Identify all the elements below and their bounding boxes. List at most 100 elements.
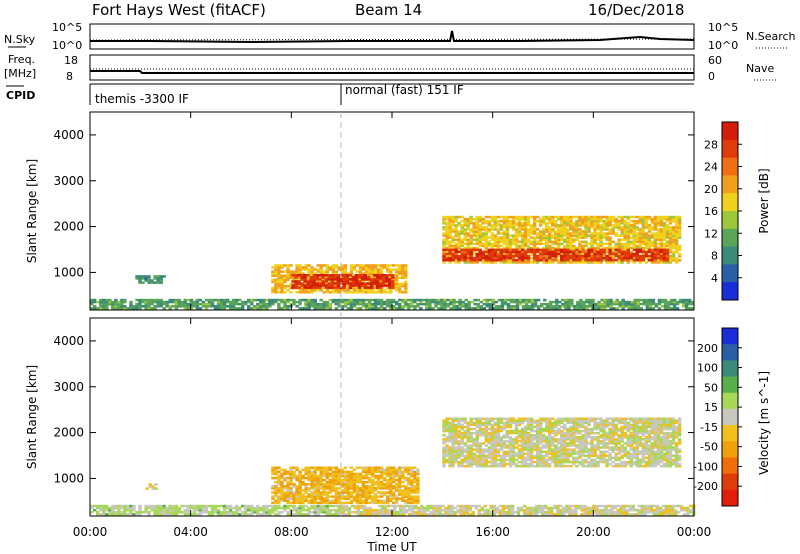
heatmap-cell [204, 511, 209, 514]
heatmap-cell [487, 256, 491, 260]
heatmap-cell [593, 219, 597, 223]
heatmap-cell [358, 288, 363, 292]
heatmap-cell [462, 513, 466, 516]
heatmap-cell [493, 215, 498, 219]
heatmap-cell [596, 238, 600, 241]
heatmap-cell [499, 215, 504, 219]
heatmap-cell [347, 506, 352, 510]
heatmap-cell [494, 307, 499, 310]
heatmap-cell [478, 226, 482, 229]
heatmap-cell [114, 305, 118, 308]
heatmap-cell [523, 248, 528, 252]
heatmap-cell [557, 255, 561, 258]
heatmap-cell [274, 485, 278, 488]
heatmap-cell [328, 466, 332, 469]
heatmap-cell [90, 511, 94, 514]
heatmap-cell [572, 232, 576, 235]
heatmap-cell [141, 298, 145, 302]
heatmap-cell [465, 508, 469, 512]
heatmap-cell [348, 286, 353, 289]
heatmap-cell [505, 219, 510, 223]
heatmap-cell [474, 506, 478, 510]
heatmap-cell [277, 264, 281, 267]
heatmap-cell [295, 268, 299, 271]
heatmap-cell [195, 305, 200, 308]
heatmap-cell [599, 254, 603, 258]
heatmap-cell [497, 307, 502, 310]
heatmap-cell [560, 242, 564, 246]
heatmap-cell [363, 274, 368, 277]
heatmap-cell [475, 228, 479, 231]
heatmap-cell [567, 302, 571, 306]
heatmap-cell [525, 513, 530, 516]
heatmap-cell [656, 232, 661, 235]
heatmap-cell [298, 478, 302, 482]
heatmap-cell [502, 230, 507, 233]
heatmap-cell [483, 511, 487, 514]
heatmap-cell [602, 236, 606, 239]
heatmap-cell [523, 259, 528, 262]
heatmap-cell [307, 495, 311, 498]
heatmap-cell [445, 429, 449, 433]
heatmap-cell [517, 244, 522, 248]
heatmap-cell [599, 258, 603, 262]
heatmap-cell [501, 508, 506, 512]
heatmap-cell [668, 244, 673, 248]
heatmap-cell [370, 478, 375, 482]
heatmap-cell [331, 466, 335, 469]
heatmap-cell [316, 504, 320, 508]
heatmap-cell [295, 278, 299, 282]
heatmap-cell [336, 284, 340, 287]
heatmap-cell [652, 513, 657, 516]
heatmap-cell [569, 219, 573, 223]
heatmap-cell [587, 224, 591, 227]
heatmap-cell [340, 478, 345, 482]
heatmap-cell [271, 497, 275, 500]
heatmap-cell [340, 307, 345, 310]
heatmap-cell [491, 300, 496, 304]
heatmap-cell [259, 302, 263, 306]
heatmap-cell [382, 485, 387, 488]
heatmap-cell [600, 307, 604, 310]
heatmap-cell [674, 242, 679, 246]
heatmap-cell [174, 305, 178, 308]
heatmap-cell [620, 222, 624, 225]
heatmap-cell [322, 470, 326, 474]
heatmap-cell [533, 302, 538, 306]
heatmap-cell [111, 508, 115, 512]
heatmap-cell [604, 504, 608, 508]
heatmap-cell [623, 232, 627, 235]
heatmap-cell [656, 256, 661, 260]
heatmap-cell [349, 491, 354, 494]
heatmap-cell [405, 511, 409, 514]
heatmap-cell [379, 280, 384, 284]
heatmap-cell [526, 238, 531, 241]
heatmap-cell [493, 224, 498, 227]
heatmap-cell [448, 460, 452, 464]
heatmap-cell [588, 300, 592, 304]
heatmap-cell [402, 506, 406, 510]
heatmap-cell [358, 266, 363, 269]
heatmap-cell [517, 246, 522, 250]
heatmap-cell [459, 508, 463, 512]
heatmap-cell [665, 254, 670, 258]
heatmap-cell [449, 307, 453, 310]
heatmap-cell [566, 256, 570, 260]
heatmap-cell [340, 298, 345, 302]
heatmap-cell [483, 513, 487, 516]
heatmap-cell [316, 288, 320, 292]
heatmap-cell [442, 454, 446, 458]
heatmap-cell [213, 305, 218, 308]
heatmap-cell [360, 278, 365, 281]
heatmap-cell [445, 224, 449, 227]
heatmap-cell [490, 217, 495, 221]
heatmap-cell [611, 250, 615, 254]
heatmap-cell [554, 256, 558, 260]
heatmap-cell [569, 238, 573, 241]
heatmap-cell [587, 246, 591, 250]
heatmap-cell [449, 298, 453, 302]
heatmap-cell [475, 217, 479, 221]
heatmap-cell [647, 226, 652, 229]
heatmap-cell [159, 275, 163, 278]
heatmap-cell [289, 472, 293, 476]
